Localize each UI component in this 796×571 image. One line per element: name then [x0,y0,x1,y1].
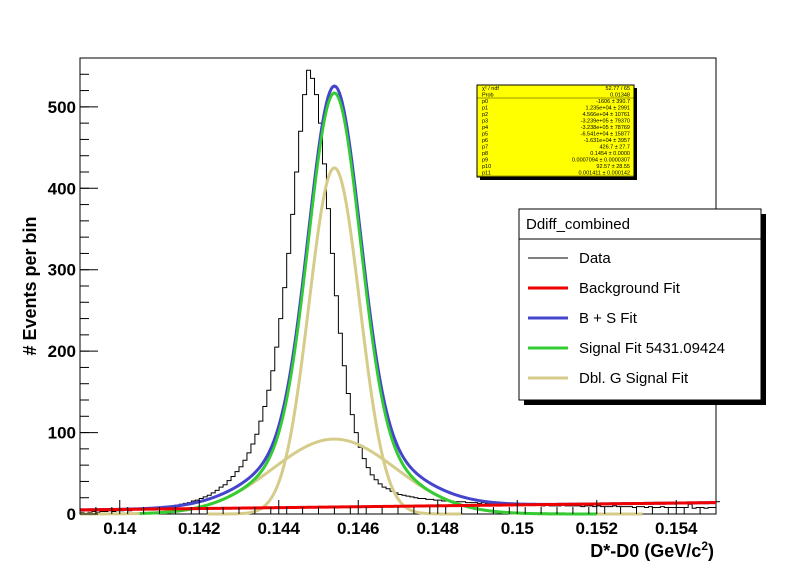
stats-param-value: -3.238e+05 ± 78769 [581,125,630,131]
axes-layer: 0.14 0.142 0.144 0.146 0.148 0.15 0.152 0.154 0 1… [48,57,717,538]
stats-param-name: p2 [482,112,488,118]
background-fit-curve [79,501,717,512]
x-tick-label: 0.152 [575,519,618,538]
stats-param-value: -6.541e+04 ± 15877 [581,132,630,138]
x-tick-label: 0.15 [501,519,534,538]
stats-box: χ² / ndf 52.77 / 65 Prob 0.01348 p0 -1606 ± 3… [476,84,637,180]
stats-rows: χ² / ndf 52.77 / 65 Prob 0.01348 p0 -1606 ± 3… [477,86,634,177]
stats-param-value: -1606 ± 390.7 [596,99,630,105]
stats-param-value: 52.77 / 65 [606,86,630,92]
stats-param-name: p1 [482,106,488,112]
stats-param-value: 92.57 ± 28.55 [596,164,630,170]
x-axis-title-close: ) [708,541,714,561]
dbl-gaussian-component-1 [206,166,463,516]
y-tick-label: 100 [48,424,76,443]
legend-label: Dbl. G Signal Fit [579,370,689,387]
x-tick-label: 0.148 [416,519,459,538]
stats-param-name: p7 [482,145,488,151]
stats-param-name: χ² / ndf [482,86,499,92]
stats-param-name: p9 [482,158,488,164]
stats-param-name: p4 [482,125,488,131]
y-tick-label: 300 [48,261,76,280]
legend: Ddiff_combined Data Background Fit B + S F… [518,208,766,405]
x-tick-label: 0.154 [655,519,698,538]
legend-entries: Data Background Fit B + S Fit Signal Fit 54… [528,250,725,387]
stats-param-value: 0.0007094 ± 0.0000307 [572,158,630,164]
y-tick-label: 400 [48,179,76,198]
fit-curves-layer [79,84,717,516]
y-axis-title: # Events per bin [20,216,40,355]
stats-param-value: 0.1454 ± 0.0000 [590,151,630,157]
x-axis-title: D*-D0 (GeV/c2) [590,539,714,561]
y-tick-label: 0 [67,505,76,524]
stats-param-name: p11 [482,171,491,177]
legend-box [518,208,762,401]
legend-label: B + S Fit [579,310,638,327]
stats-param-value: 0.01348 [610,93,630,99]
x-tick-label: 0.146 [337,519,380,538]
y-tick-label: 200 [48,342,76,361]
x-tick-label: 0.14 [103,519,137,538]
stats-param-name: p5 [482,132,488,138]
legend-label: Background Fit [579,280,681,297]
stats-param-value: 1.235e+04 ± 2991 [586,106,630,112]
y-tick-label: 500 [48,98,76,117]
stats-param-value: -3.239e+05 ± 79370 [581,119,630,125]
x-tick-label: 0.144 [257,519,300,538]
stats-param-value: 4.566e+04 ± 10761 [582,112,630,118]
stats-param-value: 0.001411 ± 0.000142 [578,171,630,177]
stats-box-background [476,84,635,178]
stats-param-name: p6 [482,138,488,144]
stats-param-value: 426.7 ± 27.7 [599,145,630,151]
stats-param-name: p3 [482,119,488,125]
stats-param-value: -1.631e+04 ± 3957 [584,138,630,144]
legend-header: Ddiff_combined [526,216,630,233]
x-axis-title-superscript: 2 [701,539,708,553]
stats-param-name: p10 [482,164,491,170]
stats-param-name: p8 [482,151,488,157]
x-tick-label: 0.142 [178,519,221,538]
x-axis-title-main: D*-D0 (GeV/c [590,541,701,561]
stats-param-name: Prob [482,93,494,99]
stats-param-name: p0 [482,99,488,105]
legend-label: Data [579,250,611,267]
signal-fit-curve-overlay [269,91,407,470]
legend-label: Signal Fit 5431.09424 [579,340,725,357]
